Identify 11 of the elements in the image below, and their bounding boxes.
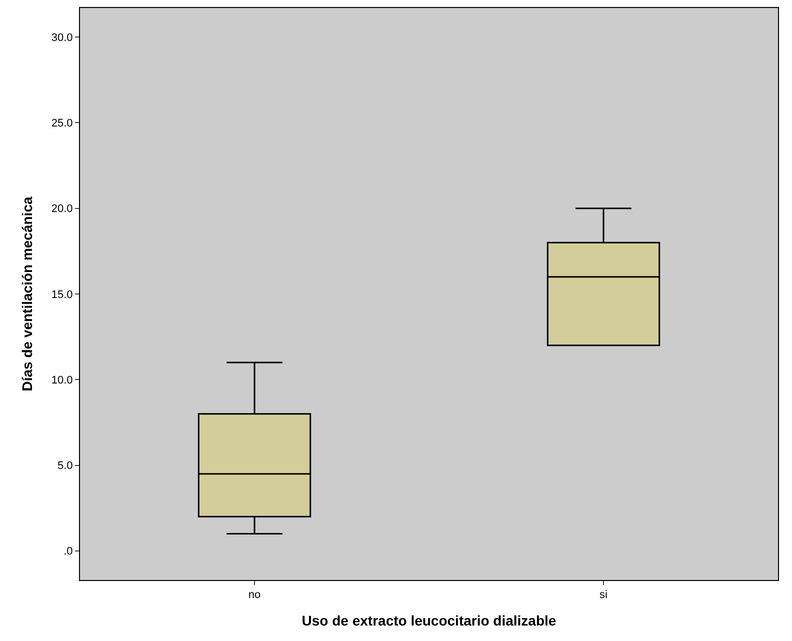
y-tick-label: 20.0 (51, 203, 73, 216)
y-axis-title: Días de ventilación mecánica (18, 196, 35, 392)
y-tick-label: .0 (64, 546, 73, 558)
y-tick-label: 25.0 (51, 118, 73, 130)
y-tick-label: 10.0 (51, 374, 73, 386)
x-tick-label: si (600, 589, 608, 602)
x-tick-label: no (248, 589, 261, 602)
y-tick-label: 5.0 (58, 460, 73, 472)
y-tick-label: 15.0 (51, 288, 73, 301)
x-axis-title: Uso de extracto leucocitario dializable (302, 612, 556, 628)
y-tick-label: 30.0 (51, 32, 73, 44)
